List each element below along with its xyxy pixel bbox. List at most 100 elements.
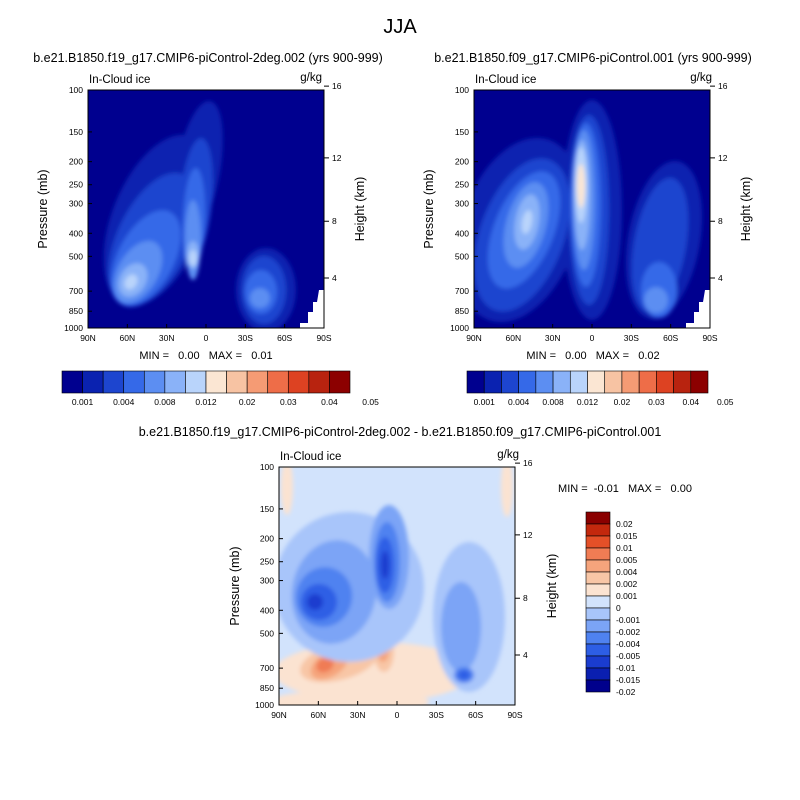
- colorbar-swatch: [61, 370, 83, 394]
- colorbar-swatch: [518, 370, 537, 394]
- panel-title: b.e21.B1850.f09_g17.CMIP6-piControl.001 …: [434, 51, 752, 65]
- colorbar-label: 0.05: [717, 397, 734, 407]
- colorbar-swatch: [673, 370, 692, 394]
- colorbar-swatch: [585, 607, 611, 621]
- y-right-tick-label: 16: [523, 458, 533, 468]
- colorbar-label: 0.015: [616, 531, 638, 541]
- x-tick-label: 60S: [277, 333, 292, 343]
- colorbar-label: -0.005: [616, 651, 640, 661]
- y-tick-label: 300: [69, 199, 83, 209]
- colorbar-swatch: [585, 571, 611, 585]
- colorbar-swatch: [585, 511, 611, 525]
- colorbar-swatch: [552, 370, 571, 394]
- x-tick-label: 90S: [316, 333, 331, 343]
- colorbar-swatch: [585, 667, 611, 681]
- y-tick-label: 400: [69, 228, 83, 238]
- x-tick-label: 30N: [159, 333, 175, 343]
- x-tick-label: 60N: [120, 333, 136, 343]
- y-axis-label: Pressure (mb): [228, 546, 242, 625]
- y-tick-label: 250: [260, 557, 274, 567]
- colorbar-swatch: [501, 370, 519, 394]
- x-tick-label: 60S: [663, 333, 678, 343]
- y-axis-right-label: Height (km): [353, 177, 367, 242]
- stats-text: MIN = 0.00 MAX = 0.01: [139, 350, 272, 362]
- colorbar-label: 0.004: [508, 397, 530, 407]
- colorbar-swatch: [585, 547, 611, 561]
- y-tick-label: 300: [260, 576, 274, 586]
- y-right-tick-label: 8: [718, 216, 723, 226]
- colorbar: 0.001 0.004 0.008 0.012 0.02 0.03 0.04 0.05: [466, 370, 734, 407]
- y-tick-label: 200: [69, 157, 83, 167]
- x-tick-label: 90N: [466, 333, 482, 343]
- stats-text: MIN = -0.01 MAX = 0.00: [558, 483, 692, 495]
- contour-region: [124, 274, 138, 290]
- colorbar-label: 0.005: [616, 555, 638, 565]
- colorbar-label: 0: [616, 603, 621, 613]
- x-tick-label: 30N: [350, 710, 366, 720]
- y-tick-label: 400: [455, 228, 469, 238]
- contour-region: [501, 467, 513, 517]
- colorbar-swatch: [329, 370, 351, 394]
- units-label: g/kg: [690, 72, 712, 84]
- colorbar-swatch: [82, 370, 104, 394]
- y-tick-label: 250: [455, 180, 469, 190]
- x-tick-label: 0: [590, 333, 595, 343]
- contour-region: [316, 657, 334, 673]
- stats-text: MIN = 0.00 MAX = 0.02: [526, 350, 659, 362]
- colorbar-label: 0.03: [648, 397, 665, 407]
- x-tick-label: 30S: [624, 333, 639, 343]
- x-tick-label: 90S: [507, 710, 522, 720]
- y-axis-right-label: Height (km): [739, 177, 753, 242]
- colorbar-swatch: [690, 370, 709, 394]
- colorbar-swatch: [585, 619, 611, 633]
- colorbar-label: 0.012: [195, 397, 217, 407]
- colorbar-swatch: [569, 370, 588, 394]
- y-tick-label: 100: [260, 462, 274, 472]
- colorbar-swatch: [585, 655, 611, 669]
- y-tick-label: 100: [69, 85, 83, 95]
- colorbar-label: -0.004: [616, 639, 640, 649]
- x-tick-label: 30S: [429, 710, 444, 720]
- y-right-tick-label: 4: [718, 273, 723, 283]
- y-tick-label: 850: [69, 306, 83, 316]
- colorbar: 0.02 0.015 0.01 0.005 0.004 0.002 0.001 0 -0.001…: [585, 511, 640, 697]
- colorbar-swatch: [604, 370, 623, 394]
- y-right-tick-label: 8: [332, 216, 337, 226]
- colorbar-label: 0.001: [72, 397, 94, 407]
- y-tick-label: 850: [260, 683, 274, 693]
- y-tick-label: 400: [260, 605, 274, 615]
- axes: 90N 60N 30N 0 30S 60S 90S 100 150 200 250 300 400 500…: [450, 81, 728, 343]
- contour-levels: [474, 100, 703, 323]
- x-tick-label: 60S: [468, 710, 483, 720]
- colorbar-swatch: [587, 370, 606, 394]
- y-axis-right-label: Height (km): [545, 554, 559, 619]
- colorbar-label: 0.001: [616, 591, 638, 601]
- y-tick-label: 200: [260, 534, 274, 544]
- x-tick-label: 0: [395, 710, 400, 720]
- contour-region: [458, 670, 470, 680]
- colorbar-label: 0.04: [321, 397, 338, 407]
- contour-region: [189, 250, 197, 266]
- colorbar-label: 0.002: [616, 579, 638, 589]
- colorbar-label: 0.05: [362, 397, 379, 407]
- colorbar-swatch: [226, 370, 248, 394]
- colorbar-swatch: [102, 370, 125, 394]
- colorbar-swatch: [246, 370, 269, 394]
- topography-mask: [686, 290, 710, 328]
- panel-title: b.e21.B1850.f19_g17.CMIP6-piControl-2deg…: [139, 425, 662, 439]
- units-label: g/kg: [497, 449, 519, 461]
- y-tick-label: 700: [260, 663, 274, 673]
- colorbar-label: 0.004: [113, 397, 135, 407]
- colorbar-label: 0.008: [154, 397, 176, 407]
- y-tick-label: 150: [69, 127, 83, 137]
- y-right-tick-label: 12: [523, 530, 533, 540]
- colorbar-swatch: [205, 370, 227, 394]
- y-tick-label: 850: [455, 306, 469, 316]
- y-right-tick-label: 16: [332, 81, 342, 91]
- colorbar-swatch: [585, 643, 611, 657]
- colorbar-swatch: [483, 370, 502, 394]
- colorbar-swatch: [585, 631, 611, 645]
- contour-region: [577, 164, 585, 208]
